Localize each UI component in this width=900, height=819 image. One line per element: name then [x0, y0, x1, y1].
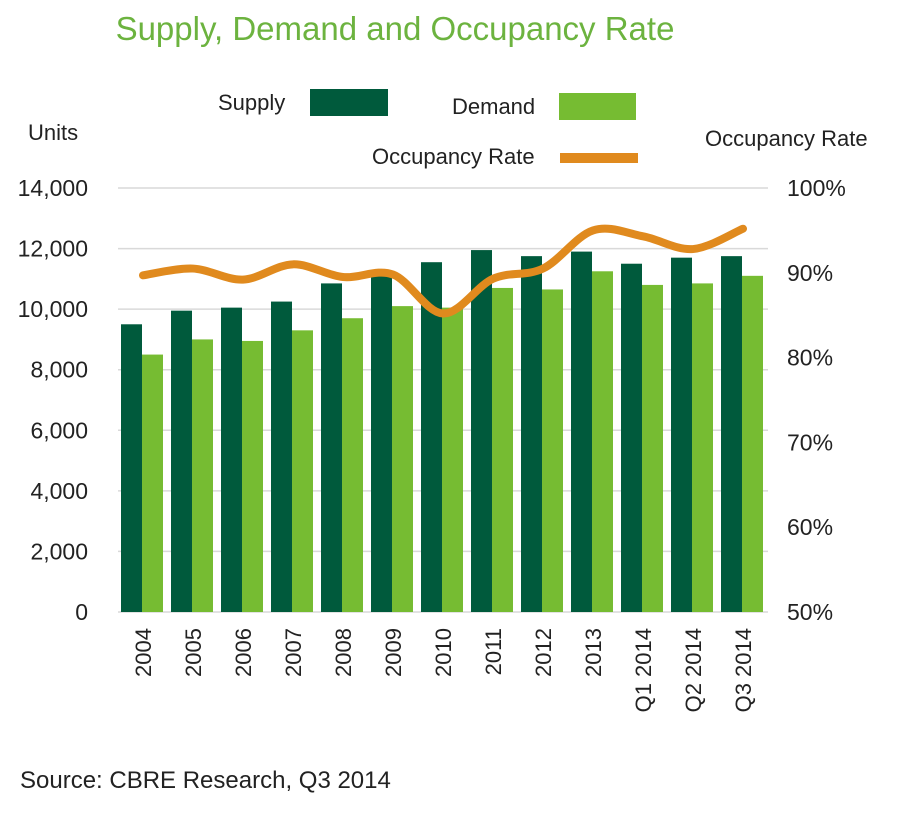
- x-axis-labels: 2004 2005 2006 2007 2008 2009 2010 2011 2012 2013…: [131, 628, 756, 712]
- y2-tick-label: 60%: [787, 514, 833, 540]
- x-tick-label: Q1 2014: [631, 628, 656, 712]
- bar-supply: [671, 257, 692, 612]
- bar-supply: [521, 256, 542, 612]
- bar-demand: [442, 307, 463, 612]
- x-tick-label: 2011: [481, 628, 506, 675]
- occupancy-line: [139, 224, 747, 318]
- y2-tick-label: 70%: [787, 429, 833, 455]
- y-axis-title: Units: [28, 120, 78, 145]
- bar-supply: [221, 307, 242, 612]
- bar-supply: [571, 251, 592, 612]
- bar-supply: [121, 324, 142, 612]
- bar-demand: [592, 271, 613, 612]
- bar-demand: [342, 318, 363, 612]
- y-tick-label: 10,000: [18, 296, 88, 322]
- y2-tick-label: 50%: [787, 599, 833, 625]
- y-tick-label: 0: [75, 599, 88, 625]
- legend-occupancy-label: Occupancy Rate: [372, 144, 535, 169]
- x-tick-label: 2013: [581, 628, 606, 677]
- bar-supply: [721, 256, 742, 612]
- bar-demand: [642, 284, 663, 612]
- source-note: Source: CBRE Research, Q3 2014: [20, 767, 391, 794]
- y-axis-ticks: 0 2,000 4,000 6,000 8,000 10,000 12,000 14,000: [18, 175, 88, 625]
- y-tick-label: 8,000: [30, 357, 88, 383]
- x-tick-label: 2006: [231, 628, 256, 677]
- chart-title: Supply, Demand and Occupancy Rate: [116, 10, 675, 47]
- x-tick-label: Q3 2014: [731, 628, 756, 712]
- legend: Supply Demand Occupancy Rate: [218, 89, 638, 169]
- y2-axis-ticks: 50% 60% 70% 80% 90% 100%: [787, 175, 846, 625]
- y2-tick-label: 100%: [787, 175, 846, 201]
- x-tick-label: Q2 2014: [681, 628, 706, 712]
- bar-supply: [171, 310, 192, 612]
- bar-demand: [742, 275, 763, 612]
- x-tick-label: 2012: [531, 628, 556, 677]
- bar-demand: [692, 283, 713, 612]
- y-tick-label: 12,000: [18, 236, 88, 262]
- bar-demand: [292, 330, 313, 612]
- x-tick-label: 2007: [281, 628, 306, 677]
- bar-supply: [621, 263, 642, 612]
- x-tick-label: 2005: [181, 628, 206, 677]
- legend-demand-swatch: [559, 93, 636, 120]
- x-tick-label: 2010: [431, 628, 456, 677]
- y-tick-label: 2,000: [30, 538, 88, 564]
- y-tick-label: 4,000: [30, 478, 88, 504]
- occupancy-line-layer: [139, 224, 747, 318]
- bar-supply: [271, 301, 292, 612]
- bar-demand: [542, 289, 563, 612]
- legend-supply-label: Supply: [218, 90, 285, 115]
- bars: [121, 250, 763, 613]
- y-tick-label: 14,000: [18, 175, 88, 201]
- x-tick-label: 2004: [131, 628, 156, 677]
- y2-tick-label: 90%: [787, 260, 833, 286]
- x-tick-label: 2008: [331, 628, 356, 677]
- y-tick-label: 6,000: [30, 417, 88, 443]
- bar-supply: [421, 262, 442, 612]
- bar-supply: [321, 283, 342, 612]
- bar-demand: [492, 287, 513, 612]
- bar-demand: [192, 339, 213, 612]
- bar-supply: [471, 250, 492, 613]
- bar-demand: [142, 354, 163, 612]
- bar-supply: [371, 275, 392, 612]
- legend-supply-swatch: [310, 89, 388, 116]
- y2-axis-title: Occupancy Rate: [705, 126, 868, 151]
- bar-demand: [242, 340, 263, 612]
- bar-demand: [392, 306, 413, 612]
- x-tick-label: 2009: [381, 628, 406, 677]
- legend-demand-label: Demand: [452, 94, 535, 119]
- y2-tick-label: 80%: [787, 345, 833, 371]
